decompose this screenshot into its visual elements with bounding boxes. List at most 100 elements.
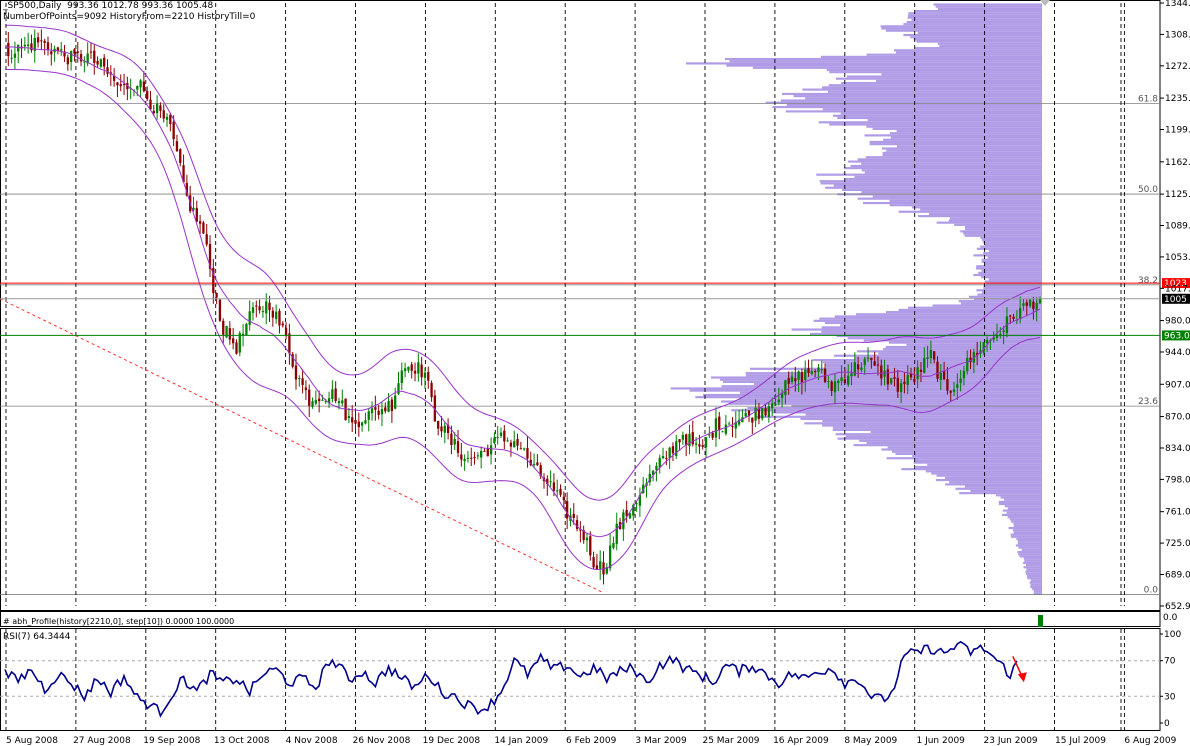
profile-bar — [932, 304, 1042, 307]
profile-bar — [1024, 559, 1042, 562]
profile-bar — [891, 450, 1042, 453]
y-tick-label: 1199.0 — [1165, 126, 1190, 136]
candle-body — [79, 54, 83, 62]
candle-body — [66, 57, 69, 65]
profile-bar — [862, 201, 1042, 205]
profile-bar — [984, 243, 1042, 246]
rsi-arrow-head — [1017, 672, 1027, 683]
candle-body — [119, 84, 122, 87]
profile-bar — [869, 140, 1042, 144]
candle-body — [476, 455, 480, 457]
profile-bar — [832, 114, 1042, 117]
candle-body — [122, 84, 126, 86]
candle-body — [830, 381, 833, 391]
candle-body — [952, 389, 956, 392]
candle-body — [10, 57, 13, 59]
candle-body — [136, 85, 139, 90]
profile-bar — [772, 411, 1042, 414]
candle-body — [331, 389, 334, 400]
candle-body — [470, 457, 473, 459]
y-tick-label: 1125.0 — [1165, 190, 1190, 200]
profile-bar — [780, 99, 1042, 102]
price-chart-panel: 61.8 50.0 38.2 23.6 0.0 1023 1005 963.0 1344.0 13… — [0, 0, 1190, 612]
candle-body — [281, 323, 284, 326]
candle-body — [856, 364, 860, 370]
profile-bar — [945, 483, 1042, 486]
candle-body — [493, 437, 496, 444]
profile-bar — [976, 265, 1042, 268]
candle-body — [420, 364, 423, 378]
profile-bar — [998, 500, 1042, 503]
profile-bar — [885, 311, 1042, 314]
candle-body — [506, 440, 509, 442]
candle-body — [460, 454, 463, 460]
profile-bar — [978, 271, 1042, 274]
candle-body — [817, 367, 820, 372]
candle-body — [248, 311, 251, 325]
candle-body — [232, 338, 235, 344]
candle-body — [251, 307, 255, 313]
profile-bar — [703, 393, 1042, 397]
candle-body — [701, 445, 704, 447]
candle-body — [966, 357, 969, 372]
candle-body — [655, 465, 658, 471]
candle-body — [651, 470, 655, 475]
candle-body — [390, 399, 394, 412]
profile-bar — [842, 188, 1042, 192]
candle-body — [711, 432, 714, 438]
candle-body — [192, 207, 195, 211]
candle-body — [913, 378, 916, 382]
candle-body — [628, 513, 632, 519]
profile-bar — [949, 217, 1042, 220]
candle-body — [357, 421, 360, 428]
candle-body — [751, 417, 754, 423]
candle-body — [942, 371, 946, 380]
profile-bar — [937, 42, 1042, 45]
candle-body — [89, 51, 93, 53]
candle-body — [274, 311, 278, 320]
profile-bar — [870, 430, 1042, 434]
candle-body — [589, 536, 592, 556]
y-tick-label: 1235.0 — [1165, 94, 1190, 104]
candle-body — [294, 365, 298, 380]
y-tick-label: 1017.0 — [1165, 284, 1190, 294]
candle-body — [50, 51, 53, 55]
profile-bar — [881, 448, 1042, 451]
candle-body — [377, 410, 380, 415]
candle-body — [936, 361, 939, 379]
rsi-tick-label: 100 — [1164, 630, 1181, 640]
y-tick-label: 944.0 — [1165, 348, 1190, 358]
profile-bar — [913, 461, 1042, 464]
profile-bar — [976, 289, 1042, 292]
profile-bar — [903, 33, 1042, 37]
candle-body — [380, 409, 384, 415]
candle-body — [529, 459, 532, 466]
profile-bar — [857, 197, 1042, 200]
candle-body — [847, 375, 850, 385]
candle-body — [754, 407, 757, 421]
profile-bar — [906, 20, 1042, 24]
profile-bar — [745, 374, 1042, 377]
profile-bar — [907, 14, 1042, 17]
candle-body — [241, 333, 245, 336]
candle-body — [480, 450, 483, 458]
candle-body — [956, 384, 959, 388]
profile-bar — [890, 136, 1042, 139]
y-tick-label: 761.0 — [1165, 508, 1190, 518]
profile-bar — [983, 284, 1042, 288]
candle-body — [486, 448, 489, 457]
profile-bar — [866, 53, 1042, 56]
profile-bar — [802, 88, 1042, 91]
profile-bar — [889, 132, 1042, 135]
candle-body — [60, 49, 63, 51]
profile-bar — [889, 199, 1042, 202]
profile-bar — [982, 239, 1042, 242]
candle-body — [314, 399, 317, 404]
candle-body — [509, 442, 513, 447]
profile-bar — [983, 241, 1042, 244]
profile-bar — [1026, 568, 1042, 571]
candle-body — [539, 465, 542, 477]
profile-bar — [1007, 516, 1042, 519]
profile-bar — [1017, 550, 1042, 554]
profile-bar — [1016, 537, 1042, 541]
